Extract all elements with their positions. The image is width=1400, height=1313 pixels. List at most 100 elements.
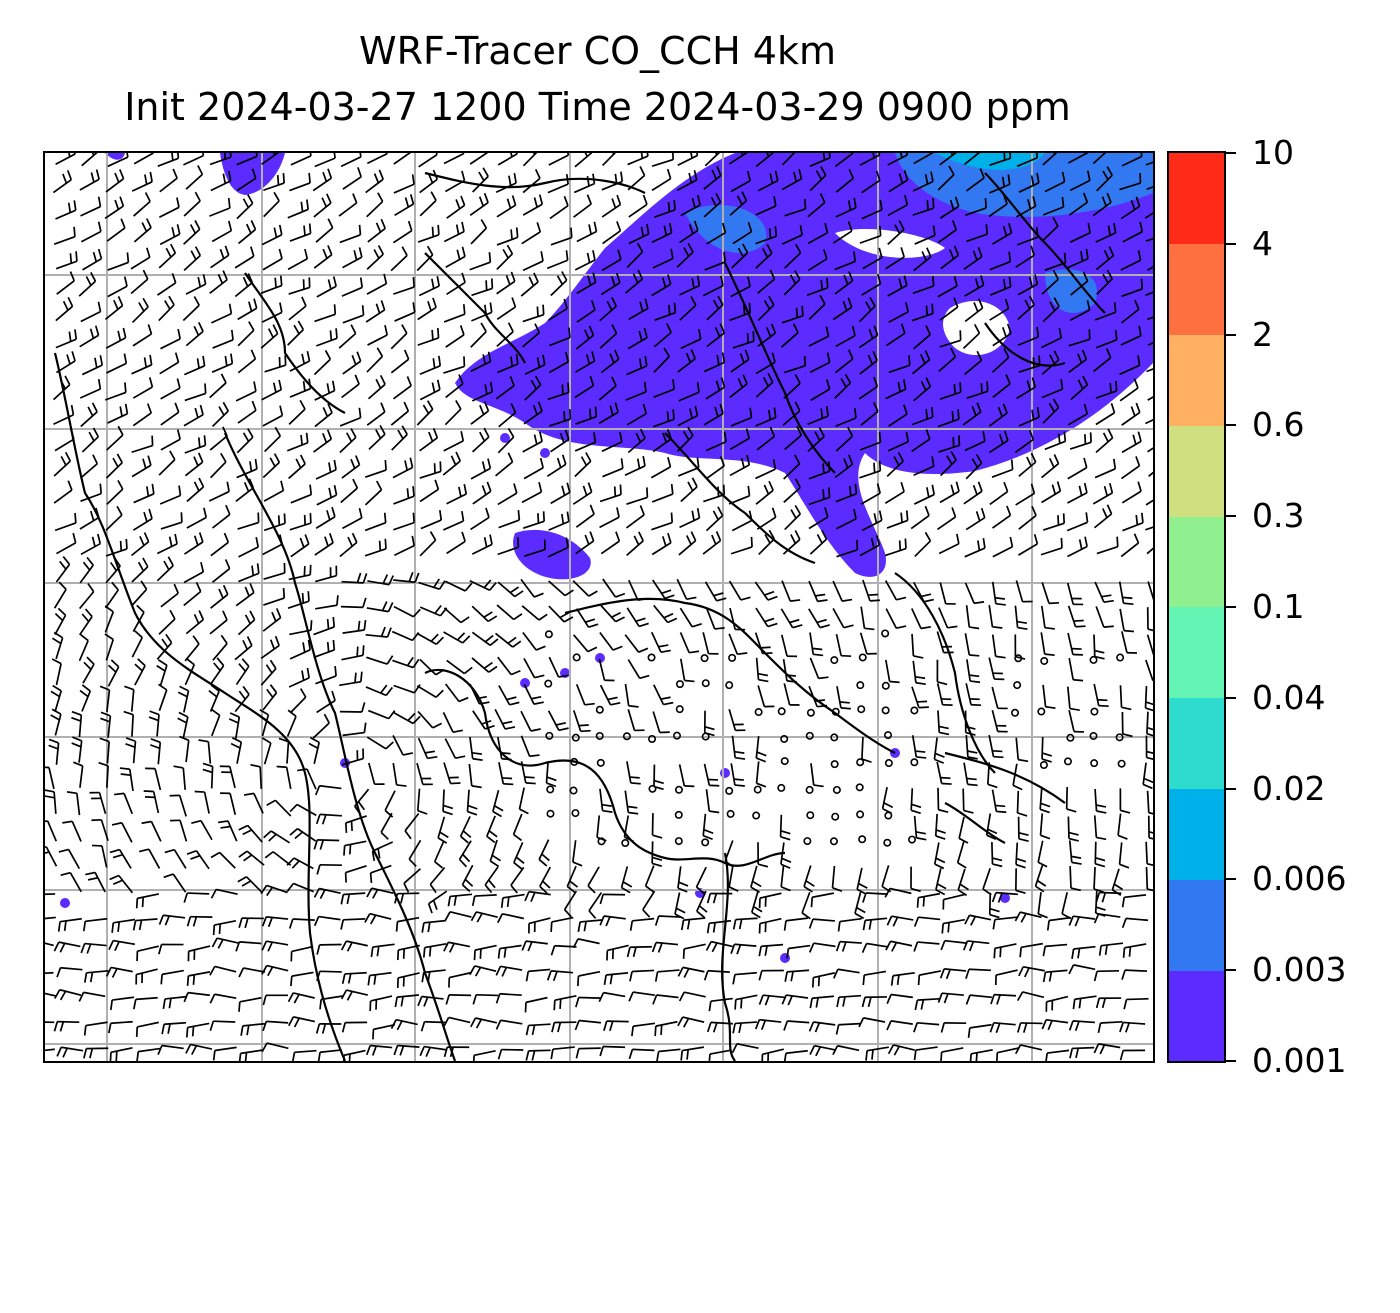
wind-barb-shaft	[237, 619, 256, 636]
wind-barb-flag	[904, 194, 909, 206]
wind-barb-shaft	[338, 202, 358, 217]
wind-barb-flag	[1007, 174, 1011, 185]
wind-barb-flag	[242, 432, 250, 442]
wind-barb-flag	[982, 431, 986, 442]
wind-barb-flag	[871, 1049, 874, 1060]
wind-barb-flag	[959, 382, 962, 393]
wind-barb-shaft	[934, 813, 938, 836]
wind-barb-shaft	[133, 153, 154, 165]
wind-barb-shaft	[1041, 337, 1062, 349]
wind-barb-shaft	[98, 792, 107, 814]
coastline	[944, 751, 1066, 804]
wind-barb-flag	[514, 590, 524, 598]
wind-barb-flag	[340, 989, 348, 1000]
wind-barb-flag	[1048, 402, 1056, 413]
wind-barb-flag	[279, 302, 283, 313]
wind-barb-flag	[892, 916, 899, 927]
calm-wind-marker	[701, 838, 710, 847]
wind-barb-flag	[599, 894, 604, 905]
wind-barb-flag	[222, 426, 228, 437]
wind-barb-shaft	[885, 388, 906, 400]
wind-barb-flag	[377, 192, 384, 202]
wind-barb-flag	[1016, 857, 1027, 863]
wind-barb-flag	[278, 248, 283, 259]
wind-barb-shaft	[1047, 1049, 1070, 1054]
wind-barb-flag	[1018, 837, 1029, 843]
wind-barb-flag	[656, 1051, 660, 1061]
wind-barb-flag	[970, 680, 981, 684]
wind-barb-flag	[1068, 831, 1079, 836]
wind-barb-shaft	[1094, 311, 1116, 321]
wind-barb-shaft	[964, 547, 986, 558]
wind-barb-shaft	[469, 580, 491, 591]
wind-barb-shaft	[132, 741, 137, 764]
wind-barb-shaft	[728, 494, 750, 505]
wind-barb-shaft	[1039, 813, 1044, 836]
wind-barb-flag	[724, 860, 734, 868]
wind-barb-flag	[156, 664, 166, 672]
wind-barb-shaft	[884, 490, 905, 504]
wind-barb-flag	[696, 194, 701, 206]
wind-barb-flag	[455, 199, 461, 210]
wind-barb-flag	[814, 431, 821, 441]
wind-barb-shaft	[1118, 581, 1125, 604]
wind-barb-flag	[903, 275, 908, 286]
wind-barb-shaft	[678, 764, 686, 787]
wind-barb-shaft	[839, 940, 862, 944]
wind-barb-flag	[290, 976, 293, 987]
wind-barb-shaft	[104, 205, 124, 220]
wind-barb-shaft	[512, 813, 523, 835]
wind-barb-flag	[593, 221, 598, 232]
wind-barb-flag	[116, 453, 123, 464]
wind-barb-flag	[356, 646, 359, 657]
wind-barb-shaft	[184, 461, 204, 477]
calm-wind-marker	[674, 810, 683, 819]
wind-barb-flag	[993, 948, 996, 959]
wind-barb-flag	[380, 300, 386, 311]
wind-barb-flag	[185, 1027, 189, 1038]
wind-barb-flag	[1003, 481, 1009, 492]
wind-barb-shaft	[832, 306, 853, 321]
wind-barb-flag	[662, 536, 667, 547]
wind-barb-shaft	[1117, 813, 1122, 836]
wind-barb-flag	[249, 582, 255, 593]
colorbar-tick	[1224, 1060, 1236, 1062]
wind-barb-shaft	[394, 203, 414, 217]
wind-barb-shaft	[1040, 547, 1063, 556]
wind-barb-flag	[230, 742, 241, 749]
wind-barb-flag	[982, 538, 986, 549]
wind-barb-flag	[279, 534, 283, 545]
wind-barb-flag	[954, 196, 960, 207]
wind-barb-flag	[654, 971, 659, 982]
wind-barb-flag	[638, 622, 649, 628]
wind-barb-shaft	[522, 203, 543, 216]
wind-barb-shaft	[369, 912, 392, 920]
wind-barb-shaft	[809, 174, 827, 192]
wind-barb-shaft	[459, 816, 471, 837]
wind-barb-shaft	[59, 988, 82, 997]
wind-barb-flag	[738, 919, 743, 930]
wind-barb-flag	[384, 809, 394, 818]
wind-barb-flag	[262, 995, 267, 1006]
wind-barb-flag	[411, 535, 416, 546]
wind-barb-flag	[238, 917, 243, 929]
wind-barb-flag	[299, 537, 305, 548]
wind-barb-shaft	[444, 738, 457, 759]
wind-barb-shaft	[528, 917, 551, 925]
wind-barb-flag	[758, 946, 762, 957]
wind-barb-shaft	[939, 153, 957, 166]
wind-barb-shaft	[510, 866, 525, 886]
wind-barb-flag	[329, 330, 333, 341]
wind-barb-flag	[773, 195, 777, 207]
wind-barb-flag	[1102, 432, 1109, 443]
wind-barb-flag	[538, 431, 543, 442]
wind-barb-flag	[126, 252, 130, 263]
wind-barb-shaft	[937, 229, 957, 244]
wind-barb-flag	[712, 893, 718, 904]
wind-barb-flag	[1089, 432, 1092, 443]
wind-barb-shaft	[316, 337, 338, 347]
wind-barb-flag	[746, 170, 751, 181]
wind-barb-flag	[141, 897, 145, 908]
coastline	[53, 352, 347, 1061]
wind-barb-shaft	[469, 736, 474, 759]
